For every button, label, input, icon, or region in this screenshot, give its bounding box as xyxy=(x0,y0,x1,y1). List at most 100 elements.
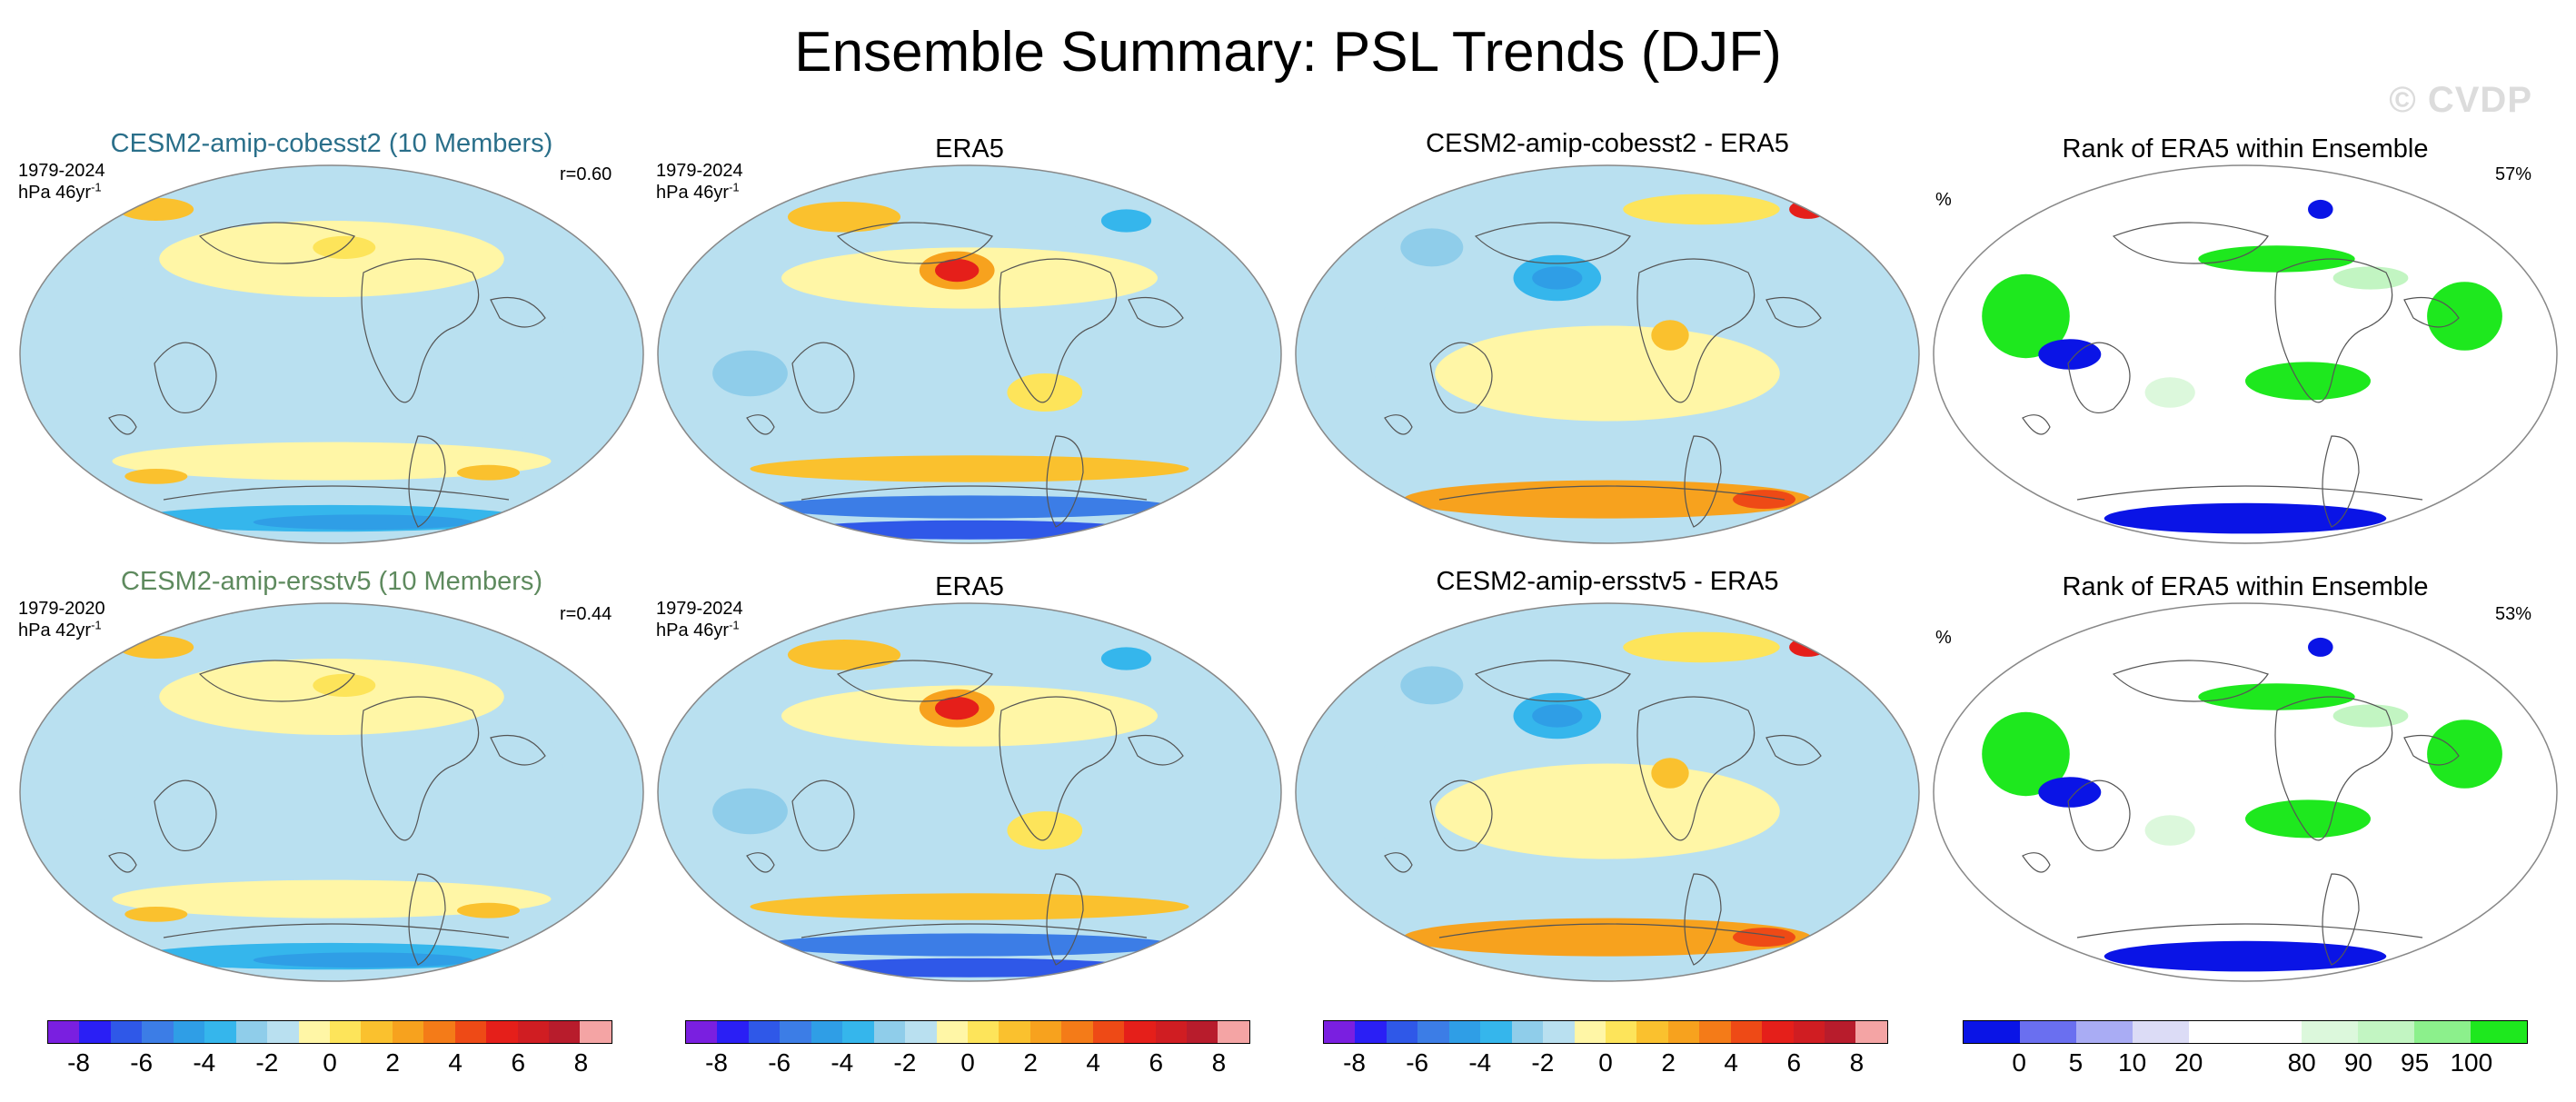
colorbar-swatch xyxy=(2076,1021,2133,1043)
contour-region xyxy=(1400,666,1464,705)
panel-title-diff-1: CESM2-amip-cobesst2 - ERA5 xyxy=(1426,129,1789,158)
contour-region xyxy=(1651,320,1689,351)
colorbar-tick-label: 0 xyxy=(323,1048,337,1077)
contour-region xyxy=(2198,683,2355,710)
map-svg xyxy=(657,164,1282,544)
contour-region xyxy=(1982,273,2070,359)
panel-title-model-2: CESM2-amip-ersstv5 (10 Members) xyxy=(120,567,543,596)
colorbar-swatch xyxy=(549,1021,581,1043)
colorbar-tick-label: 2 xyxy=(385,1048,400,1077)
panel-units-model-2: hPa 42yr-1 xyxy=(18,618,102,640)
coastlines xyxy=(2022,222,2460,528)
colorbar-swatch xyxy=(717,1021,749,1043)
colorbar-swatch xyxy=(1124,1021,1156,1043)
panel-corr-model-2: r=0.44 xyxy=(560,604,612,624)
contour-region xyxy=(750,893,1189,920)
contour-region xyxy=(765,933,1174,957)
contour-region xyxy=(159,659,504,735)
contour-region xyxy=(2104,940,2387,972)
contour-region xyxy=(457,464,520,481)
colorbar-tick-label: 0 xyxy=(960,1048,975,1077)
contour-region xyxy=(124,469,188,484)
colorbar-swatch xyxy=(2020,1021,2076,1043)
colorbar-tick-label: -6 xyxy=(130,1048,154,1077)
colorbar-swatch xyxy=(905,1021,937,1043)
colorbar-tick-label: 8 xyxy=(573,1048,589,1077)
colorbar-tick-label: 0 xyxy=(1598,1048,1613,1077)
contour-region xyxy=(2104,502,2387,534)
contour-region xyxy=(935,697,980,720)
colorbar-swatch xyxy=(1448,1021,1481,1043)
panel-corr-model-1: r=0.60 xyxy=(560,164,612,184)
coastlines xyxy=(746,660,1184,966)
contour-region xyxy=(712,350,788,397)
colorbar-tick-label: 20 xyxy=(2174,1048,2203,1077)
map-model-1 xyxy=(18,164,645,545)
map-outline xyxy=(1295,602,1920,982)
colorbar-swatch xyxy=(873,1021,906,1043)
map-outline xyxy=(657,164,1282,544)
contour-region xyxy=(712,788,788,835)
colorbar-tick-label: 6 xyxy=(1149,1048,1164,1077)
contour-region xyxy=(1733,490,1795,510)
map-model-2 xyxy=(18,601,645,983)
colorbar-swatch xyxy=(142,1021,174,1043)
colorbar-swatch xyxy=(110,1021,143,1043)
contour-region xyxy=(2308,199,2333,219)
contour-region xyxy=(2198,245,2355,273)
contour-region xyxy=(1100,209,1152,233)
coastlines xyxy=(108,222,546,528)
colorbar-tick-label: -2 xyxy=(1531,1048,1555,1077)
map-rank-2 xyxy=(1932,601,2559,983)
colorbar-tick-label: -8 xyxy=(1343,1048,1366,1077)
cvdp-watermark: © CVDP xyxy=(2389,80,2532,120)
panel-title-obs-1: ERA5 xyxy=(935,134,1004,164)
contour-region xyxy=(2332,266,2409,290)
contour-region xyxy=(2332,704,2409,728)
colorbar-swatch xyxy=(2302,1021,2358,1043)
contour-region xyxy=(2144,815,2195,846)
map-rank-1 xyxy=(1932,164,2559,545)
colorbar-psl-1 xyxy=(47,1020,612,1044)
colorbar-rank xyxy=(1963,1020,2528,1044)
colorbar-labels-psl-1: -8 -6 -4 -2 0 2 4 6 8 xyxy=(47,1047,612,1079)
map-svg xyxy=(19,164,644,544)
colorbar-swatch xyxy=(999,1021,1030,1043)
colorbar-swatch xyxy=(1730,1021,1763,1043)
panel-units-rank-1: % xyxy=(1935,190,1952,210)
contour-region xyxy=(46,287,141,383)
colorbar-swatch xyxy=(1793,1021,1825,1043)
colorbar-tick-label: -8 xyxy=(67,1048,90,1077)
contour-region xyxy=(2144,377,2195,408)
contour-region xyxy=(1733,928,1795,948)
map-outline xyxy=(19,164,644,544)
colorbar-swatch xyxy=(204,1021,236,1043)
contour-region xyxy=(1532,266,1583,290)
colorbar-swatch xyxy=(842,1021,874,1043)
map-obs-1 xyxy=(656,164,1283,545)
colorbar-tick-label: 4 xyxy=(1086,1048,1101,1077)
colorbar-tick-label: -4 xyxy=(1468,1048,1492,1077)
colorbar-swatch xyxy=(2414,1021,2471,1043)
contour-region xyxy=(2245,362,2371,401)
coastlines xyxy=(1384,660,1822,966)
map-obs-2 xyxy=(656,601,1283,983)
contour-region xyxy=(2308,637,2333,657)
colorbar-tick-label: 100 xyxy=(2450,1048,2493,1077)
colorbar-swatch xyxy=(936,1021,968,1043)
figure-title: Ensemble Summary: PSL Trends (DJF) xyxy=(794,21,1782,84)
colorbar-swatch xyxy=(1543,1021,1575,1043)
contour-region xyxy=(797,520,1142,540)
colorbar-swatch xyxy=(2189,1021,2245,1043)
colorbar-swatch xyxy=(1029,1021,1062,1043)
colorbar-swatch xyxy=(1324,1021,1356,1043)
panel-pct-rank-1: 57% xyxy=(2495,164,2532,184)
colorbar-swatch xyxy=(1386,1021,1418,1043)
contour-region xyxy=(1623,194,1780,225)
map-svg xyxy=(19,602,644,982)
colorbar-tick-label: -2 xyxy=(893,1048,917,1077)
colorbar-swatch xyxy=(298,1021,330,1043)
colorbar-swatch xyxy=(686,1021,718,1043)
contour-region xyxy=(159,221,504,297)
colorbar-tick-label: 10 xyxy=(2118,1048,2147,1077)
